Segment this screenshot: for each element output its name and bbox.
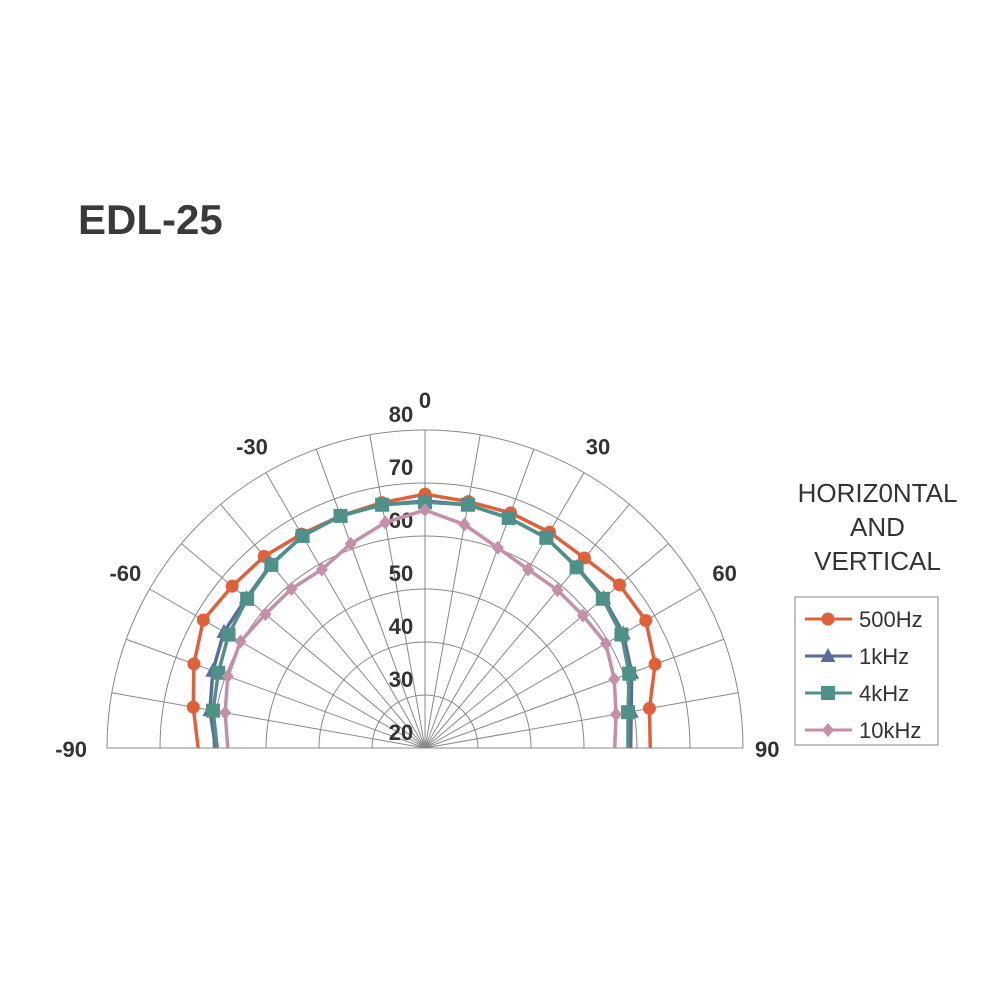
- data-point-square: [569, 560, 584, 575]
- grid-spoke: [220, 504, 426, 749]
- data-point-square: [595, 591, 610, 606]
- grid-spoke: [424, 588, 701, 749]
- data-point-diamond: [608, 672, 621, 687]
- data-point-diamond: [219, 705, 232, 720]
- legend-label: 500Hz: [859, 607, 923, 632]
- series-line-4kHz: [211, 500, 631, 749]
- data-point-circle: [648, 657, 662, 671]
- data-point-diamond: [610, 707, 623, 722]
- grid-spoke: [369, 434, 426, 749]
- data-point-square: [211, 665, 226, 680]
- data-point-circle: [642, 701, 656, 715]
- data-point-circle: [187, 657, 201, 671]
- data-point-diamond: [599, 636, 612, 651]
- series-line-1kHz: [208, 499, 634, 749]
- data-point-square: [614, 627, 629, 642]
- grid-spoke: [265, 472, 426, 749]
- radial-tick-label: 40: [389, 614, 413, 639]
- grid-spoke: [424, 472, 585, 749]
- grid-spoke: [181, 543, 426, 749]
- angle-tick-label: -90: [55, 737, 87, 762]
- data-point-circle: [196, 613, 210, 627]
- angle-tick-label: 60: [712, 561, 736, 586]
- grid-spoke: [424, 692, 739, 749]
- grid-spoke: [424, 449, 535, 749]
- legend-label: 4kHz: [859, 681, 909, 706]
- data-point-diamond: [344, 536, 357, 551]
- grid-spoke: [111, 692, 426, 749]
- radial-tick-label: 50: [389, 561, 413, 586]
- legend-title-line: AND: [850, 512, 905, 542]
- data-point-circle: [225, 579, 239, 593]
- data-point-square: [221, 627, 236, 642]
- angle-tick-label: -60: [109, 561, 141, 586]
- data-point-square: [821, 686, 835, 700]
- legend-title-line: VERTICAL: [814, 546, 941, 576]
- data-point-diamond: [234, 634, 247, 649]
- radial-tick-label: 30: [389, 667, 413, 692]
- data-point-square: [539, 530, 554, 545]
- legend-title-line: HORIZ0NTAL: [797, 478, 958, 508]
- radial-tick-label: 20: [389, 720, 413, 745]
- data-point-diamond: [491, 540, 504, 555]
- data-point-square: [206, 703, 221, 718]
- data-point-diamond: [822, 723, 834, 737]
- data-point-diamond: [379, 515, 392, 530]
- data-point-circle: [612, 578, 626, 592]
- data-point-diamond: [259, 607, 272, 622]
- data-point-square: [460, 497, 475, 512]
- data-point-diamond: [458, 517, 471, 532]
- angle-tick-label: 90: [755, 737, 779, 762]
- grid-spoke: [315, 449, 426, 749]
- data-point-square: [375, 497, 390, 512]
- data-point-square: [418, 495, 432, 510]
- data-point-diamond: [419, 503, 431, 518]
- data-point-square: [295, 528, 310, 543]
- data-point-square: [621, 705, 636, 720]
- data-point-square: [333, 508, 348, 523]
- data-point-diamond: [285, 581, 298, 596]
- grid-spoke: [424, 504, 630, 749]
- data-point-circle: [186, 700, 200, 714]
- angle-tick-label: 0: [419, 388, 431, 413]
- data-point-circle: [639, 614, 653, 628]
- angle-tick-label: -30: [236, 434, 268, 459]
- data-point-square: [501, 510, 516, 525]
- data-point-diamond: [576, 608, 589, 623]
- data-point-diamond: [551, 583, 564, 598]
- legend-title: HORIZ0NTAL AND VERTICAL: [770, 476, 985, 578]
- grid-spoke: [424, 543, 669, 749]
- angle-tick-label: 30: [586, 434, 610, 459]
- data-point-diamond: [315, 562, 328, 577]
- data-point-square: [264, 557, 279, 572]
- radial-tick-label: 80: [389, 402, 413, 427]
- grid-spoke: [126, 638, 426, 749]
- data-point-diamond: [221, 669, 234, 684]
- legend-label: 1kHz: [859, 644, 909, 669]
- grid-spoke: [424, 638, 724, 749]
- legend-box: [794, 596, 939, 746]
- data-point-triangle: [820, 648, 836, 662]
- data-point-square: [240, 591, 255, 606]
- chart-title: EDL-25: [78, 196, 223, 243]
- legend-label: 10kHz: [859, 718, 921, 743]
- grid-spoke: [424, 434, 481, 749]
- data-point-diamond: [522, 562, 535, 577]
- data-point-circle: [821, 612, 835, 626]
- grid-spoke: [149, 588, 426, 749]
- radial-tick-label: 70: [389, 455, 413, 480]
- data-point-square: [622, 666, 637, 681]
